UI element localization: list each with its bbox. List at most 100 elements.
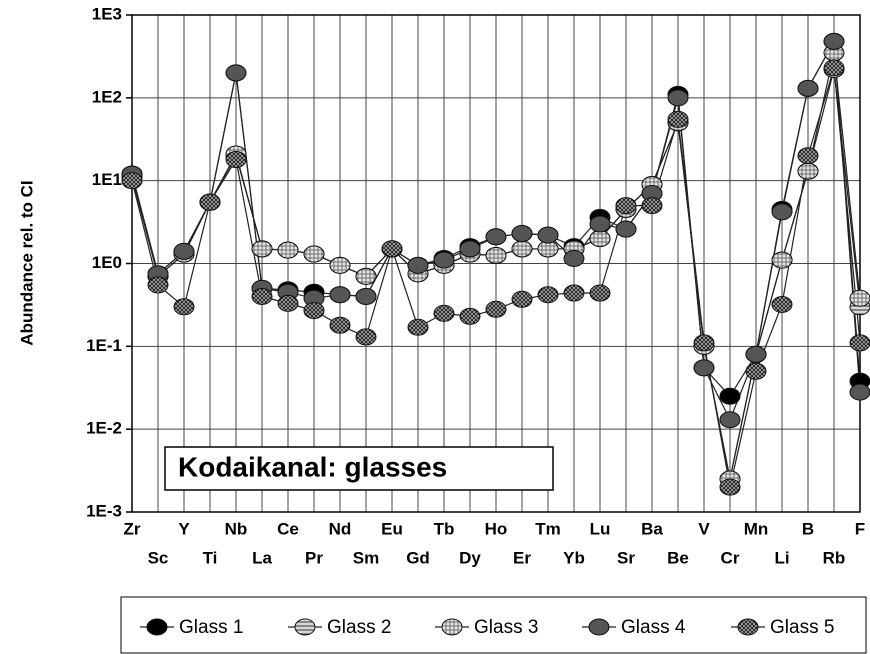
data-point	[797, 79, 819, 97]
data-point	[719, 478, 741, 496]
data-point	[433, 304, 455, 322]
data-point	[173, 242, 195, 260]
data-point	[485, 300, 507, 318]
data-point	[563, 284, 585, 302]
annotation-box	[164, 446, 554, 491]
data-point	[329, 256, 351, 274]
data-point	[433, 251, 455, 269]
annotation: Kodaikanal: glasses	[178, 451, 447, 482]
x-tick-label: B	[802, 519, 814, 538]
data-point	[823, 59, 845, 77]
legend-label: Glass 2	[327, 617, 391, 638]
x-tick-label: Sc	[148, 548, 169, 567]
x-tick-label: Eu	[381, 519, 403, 538]
y-tick-label: 1E-1	[86, 336, 122, 355]
y-tick-label: 1E1	[92, 170, 122, 189]
data-point	[719, 387, 741, 405]
x-tick-label: Y	[178, 519, 190, 538]
x-tick-label: Cr	[721, 548, 740, 567]
data-point	[329, 316, 351, 334]
data-point	[355, 267, 377, 285]
x-tick-label: F	[855, 519, 865, 538]
y-axis-label: Abundance rel. to CI	[17, 180, 36, 345]
data-point	[589, 284, 611, 302]
data-point	[693, 334, 715, 352]
data-point	[225, 151, 247, 169]
data-point	[849, 383, 870, 401]
data-point	[693, 359, 715, 377]
x-tick-label: Ti	[203, 548, 218, 567]
y-tick-label: 1E0	[92, 253, 122, 272]
legend-label: Glass 1	[179, 617, 243, 638]
data-point	[641, 197, 663, 215]
data-point	[511, 240, 533, 258]
x-tick-label: Be	[667, 548, 689, 567]
x-tick-label: Li	[774, 548, 789, 567]
data-point	[459, 240, 481, 258]
y-tick-label: 1E-3	[86, 501, 122, 520]
data-point	[381, 240, 403, 258]
x-tick-label: Gd	[406, 548, 430, 567]
data-point	[615, 220, 637, 238]
x-tick-label: Lu	[590, 519, 611, 538]
data-point	[589, 215, 611, 233]
x-tick-label: Rb	[823, 548, 846, 567]
x-tick-label: Mn	[744, 519, 769, 538]
data-point	[303, 302, 325, 320]
x-tick-label: Dy	[459, 548, 481, 567]
x-tick-label: La	[252, 548, 272, 567]
data-point	[797, 162, 819, 180]
y-tick-label: 1E-2	[86, 419, 122, 438]
legend-label: Glass 5	[770, 617, 834, 638]
x-tick-label: Tb	[434, 519, 455, 538]
data-point	[485, 228, 507, 246]
x-tick-label: Zr	[124, 519, 141, 538]
data-point	[537, 286, 559, 304]
data-point	[537, 226, 559, 244]
data-point	[849, 334, 870, 352]
data-point	[121, 172, 143, 190]
data-point	[823, 32, 845, 50]
data-point	[355, 328, 377, 346]
data-point	[511, 290, 533, 308]
legend-marker	[146, 618, 168, 636]
data-point	[407, 318, 429, 336]
legend-marker	[737, 618, 759, 636]
data-point	[615, 197, 637, 215]
data-point	[797, 147, 819, 165]
data-point	[771, 251, 793, 269]
data-point	[563, 249, 585, 267]
data-point	[173, 298, 195, 316]
data-point	[745, 345, 767, 363]
data-point	[771, 295, 793, 313]
data-point	[589, 230, 611, 248]
x-tick-label: Yb	[563, 548, 585, 567]
data-point	[303, 245, 325, 263]
data-point	[667, 110, 689, 128]
x-tick-label: Sm	[353, 548, 379, 567]
x-tick-label: Ba	[641, 519, 663, 538]
data-point	[355, 287, 377, 305]
data-point	[277, 241, 299, 259]
data-point	[251, 287, 273, 305]
legend-marker	[441, 618, 463, 636]
data-point	[745, 362, 767, 380]
legend-marker	[588, 618, 610, 636]
data-point	[485, 246, 507, 264]
data-point	[719, 411, 741, 429]
data-point	[511, 225, 533, 243]
legend-label: Glass 4	[621, 617, 686, 638]
data-point	[849, 289, 870, 307]
legend-label: Glass 3	[474, 617, 538, 638]
data-point	[771, 203, 793, 221]
data-point	[251, 240, 273, 258]
x-tick-label: Sr	[617, 548, 635, 567]
plot-border	[131, 14, 861, 513]
x-tick-label: V	[698, 519, 710, 538]
legend-marker	[294, 618, 316, 636]
x-tick-label: Pr	[305, 548, 323, 567]
data-point	[225, 64, 247, 82]
data-point	[147, 276, 169, 294]
y-tick-label: 1E2	[92, 87, 122, 106]
